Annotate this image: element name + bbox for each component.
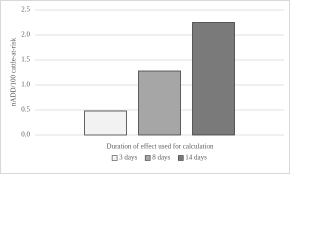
y-axis-label: nADD/100 cattle-at-risk [10,37,18,106]
y-tick-label: 0.5 [21,106,30,114]
legend-swatch [111,155,118,161]
legend-swatch [144,155,151,161]
y-tick-label: 1.5 [21,56,30,64]
x-axis-label: Duration of effect used for calculation [107,143,214,151]
legend-label: 8 days [152,154,170,162]
bar [138,70,181,136]
bar [192,22,235,136]
chart: nADD/100 cattle-at-risk Duration of effe… [0,0,290,174]
y-tick-label: 1.0 [21,81,30,89]
legend-label: 14 days [185,154,207,162]
y-tick-label: 0.0 [21,131,30,139]
legend-swatch [177,155,184,161]
y-tick-label: 2.0 [21,31,30,39]
legend-label: 3 days [119,154,137,162]
y-tick-label: 2.5 [21,6,30,14]
bar [84,110,127,136]
